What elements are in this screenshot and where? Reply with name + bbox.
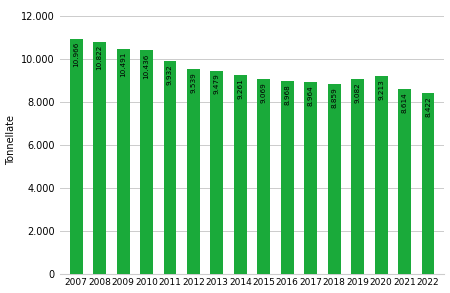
Text: 9.261: 9.261 [237,79,243,99]
Bar [398,89,411,274]
Bar [234,75,247,274]
Bar [117,49,130,274]
Text: 10.822: 10.822 [97,45,103,70]
Text: 10.491: 10.491 [120,52,126,77]
Bar [304,81,317,274]
Text: 9.082: 9.082 [355,82,360,103]
Text: 10.966: 10.966 [73,42,79,67]
Bar [163,61,176,274]
Y-axis label: Tonnellate: Tonnellate [5,115,16,165]
Bar [93,42,106,274]
Text: 10.436: 10.436 [144,53,149,79]
Text: 8.614: 8.614 [401,92,408,113]
Bar [70,39,83,274]
Bar [140,50,153,274]
Text: 8.859: 8.859 [331,87,337,108]
Bar [422,93,434,274]
Text: 8.422: 8.422 [425,96,431,117]
Text: 8.964: 8.964 [308,85,314,105]
Bar [187,69,200,274]
Text: 9.069: 9.069 [261,83,267,103]
Text: 9.213: 9.213 [378,79,384,100]
Text: 9.932: 9.932 [167,64,173,85]
Text: 8.968: 8.968 [284,85,290,105]
Bar [257,79,270,274]
Bar [281,81,294,274]
Bar [375,76,387,274]
Bar [211,71,223,274]
Text: 9.479: 9.479 [214,74,220,94]
Text: 9.539: 9.539 [190,72,197,93]
Bar [351,79,364,274]
Bar [328,84,341,274]
